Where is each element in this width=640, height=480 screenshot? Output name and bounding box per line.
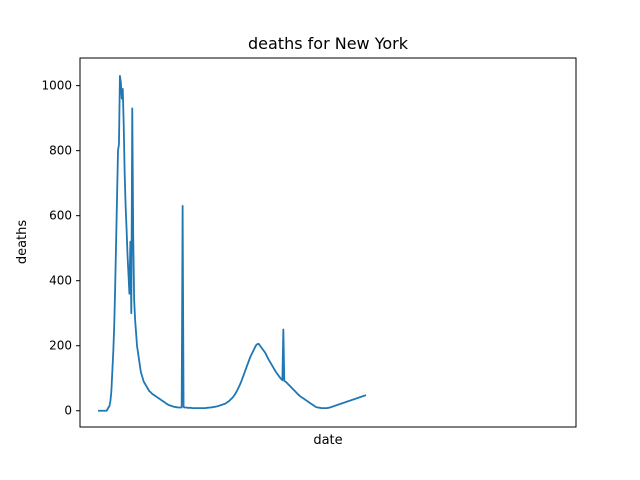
x-axis-label: date: [313, 433, 342, 448]
series-layer: [98, 74, 367, 412]
y-axis-label: deaths: [15, 220, 30, 265]
y-axis-ticks: 0 200 400 600 800 1000: [41, 79, 80, 418]
plot-area-frame: [79, 57, 577, 428]
chart-title: deaths for New York: [248, 34, 409, 53]
y-tick-label: 800: [49, 144, 72, 158]
deaths-series-line: [98, 74, 367, 412]
y-tick-label: 400: [49, 274, 72, 288]
y-tick-label: 200: [49, 339, 72, 353]
y-tick-label: 0: [64, 404, 72, 418]
y-tick-label: 600: [49, 209, 72, 223]
y-tick-label: 1000: [41, 79, 72, 93]
